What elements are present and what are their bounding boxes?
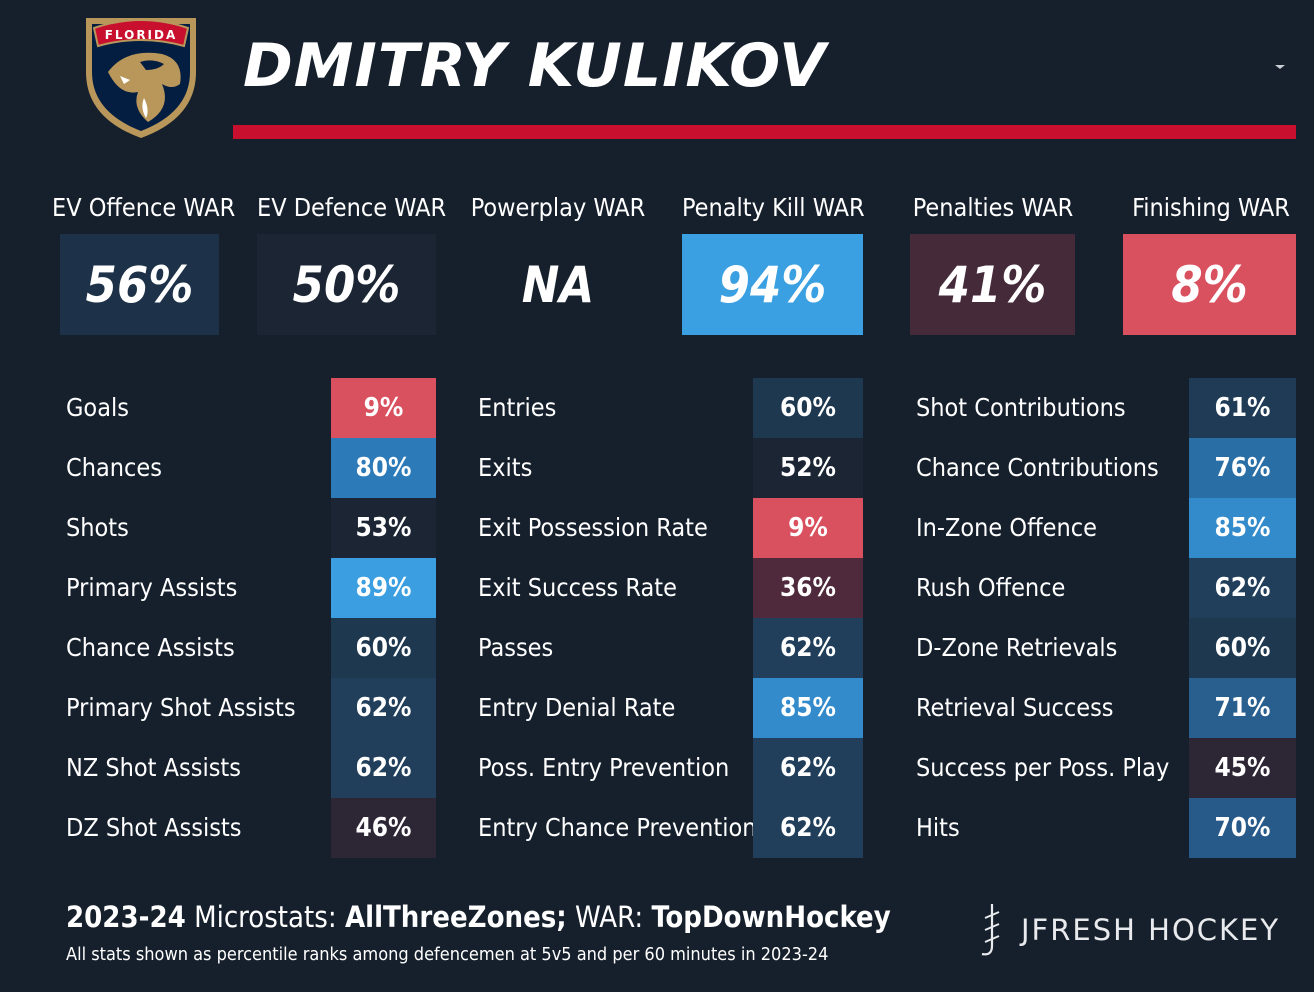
war-label-ev-defence: EV Defence WAR [257,193,447,222]
stat-value-dz-shot-assists: 46% [331,798,436,858]
chevron-down-icon[interactable] [1273,60,1287,74]
stat-label-passes: Passes [478,633,554,662]
stat-value-exit-success-rate: 36% [753,558,863,618]
stat-label-exit-possession-rate: Exit Possession Rate [478,513,708,542]
stat-label-primary-assists: Primary Assists [66,573,238,602]
stat-value-shots: 53% [331,498,436,558]
stat-label-success-per-poss-play: Success per Poss. Play [916,753,1170,782]
stat-value-entry-chance-prevention: 62% [753,798,863,858]
war-value-finishing: 8% [1123,234,1296,335]
war-label-penalty-kill: Penalty Kill WAR [682,193,865,222]
stat-label-d-zone-retrievals: D-Zone Retrievals [916,633,1118,662]
stat-label-shots: Shots [66,513,129,542]
svg-text:FLORIDA: FLORIDA [105,28,178,42]
microstats-source: AllThreeZones; [344,900,567,934]
stat-label-nz-shot-assists: NZ Shot Assists [66,753,241,782]
stat-value-chance-contributions: 76% [1189,438,1296,498]
war-label-ev-offence: EV Offence WAR [52,193,236,222]
stat-label-exit-success-rate: Exit Success Rate [478,573,677,602]
stat-label-shot-contributions: Shot Contributions [916,393,1126,422]
war-value-powerplay: NA [475,234,641,335]
stat-value-in-zone-offence: 85% [1189,498,1296,558]
name-underline [233,125,1296,139]
war-value-ev-defence: 50% [257,234,436,335]
stat-value-entry-denial-rate: 85% [753,678,863,738]
season-label: 2023-24 [66,900,186,934]
stat-label-goals: Goals [66,393,129,422]
source-credit: 2023-24 Microstats: AllThreeZones; WAR: … [66,895,891,939]
stat-value-goals: 9% [331,378,436,438]
team-logo: FLORIDA [80,10,202,140]
war-value-penalties: 41% [910,234,1075,335]
stat-value-shot-contributions: 61% [1189,378,1296,438]
brand: JFRESH HOCKEY [975,900,1280,960]
stat-value-chance-assists: 60% [331,618,436,678]
stat-value-chances: 80% [331,438,436,498]
stat-value-hits: 70% [1189,798,1296,858]
war-label-powerplay: Powerplay WAR [470,193,646,222]
stat-label-chances: Chances [66,453,162,482]
hockey-stick-icon [981,904,1000,956]
stat-label-entries: Entries [478,393,557,422]
stat-value-poss-entry-prevention: 62% [753,738,863,798]
stat-value-exits: 52% [753,438,863,498]
stat-label-hits: Hits [916,813,960,842]
stat-label-entry-denial-rate: Entry Denial Rate [478,693,676,722]
war-value-ev-offence: 56% [60,234,219,335]
stat-value-entries: 60% [753,378,863,438]
stat-value-success-per-poss-play: 45% [1189,738,1296,798]
microstats-label: Microstats: [194,900,337,934]
war-source: TopDownHockey [651,900,891,934]
brand-name: JFRESH HOCKEY [1021,913,1281,947]
war-label-finishing: Finishing WAR [1132,193,1290,222]
stat-value-nz-shot-assists: 62% [331,738,436,798]
war-label-penalties: Penalties WAR [912,193,1074,222]
stat-value-primary-assists: 89% [331,558,436,618]
footnote: All stats shown as percentile ranks amon… [66,944,829,965]
stat-label-poss-entry-prevention: Poss. Entry Prevention [478,753,730,782]
stat-label-dz-shot-assists: DZ Shot Assists [66,813,242,842]
stat-label-exits: Exits [478,453,533,482]
stat-label-rush-offence: Rush Offence [916,573,1066,602]
stat-label-entry-chance-prevention: Entry Chance Prevention [478,813,757,842]
stat-value-retrieval-success: 71% [1189,678,1296,738]
stat-label-retrieval-success: Retrieval Success [916,693,1114,722]
stat-value-passes: 62% [753,618,863,678]
stat-label-in-zone-offence: In-Zone Offence [916,513,1097,542]
stat-value-d-zone-retrievals: 60% [1189,618,1296,678]
stat-value-exit-possession-rate: 9% [753,498,863,558]
player-name: DMITRY KULIKOV [243,31,827,101]
war-value-penalty-kill: 94% [682,234,863,335]
stat-label-chance-assists: Chance Assists [66,633,235,662]
stat-label-primary-shot-assists: Primary Shot Assists [66,693,296,722]
stat-value-rush-offence: 62% [1189,558,1296,618]
stat-label-chance-contributions: Chance Contributions [916,453,1159,482]
war-source-label: WAR: [575,900,644,934]
stat-value-primary-shot-assists: 62% [331,678,436,738]
